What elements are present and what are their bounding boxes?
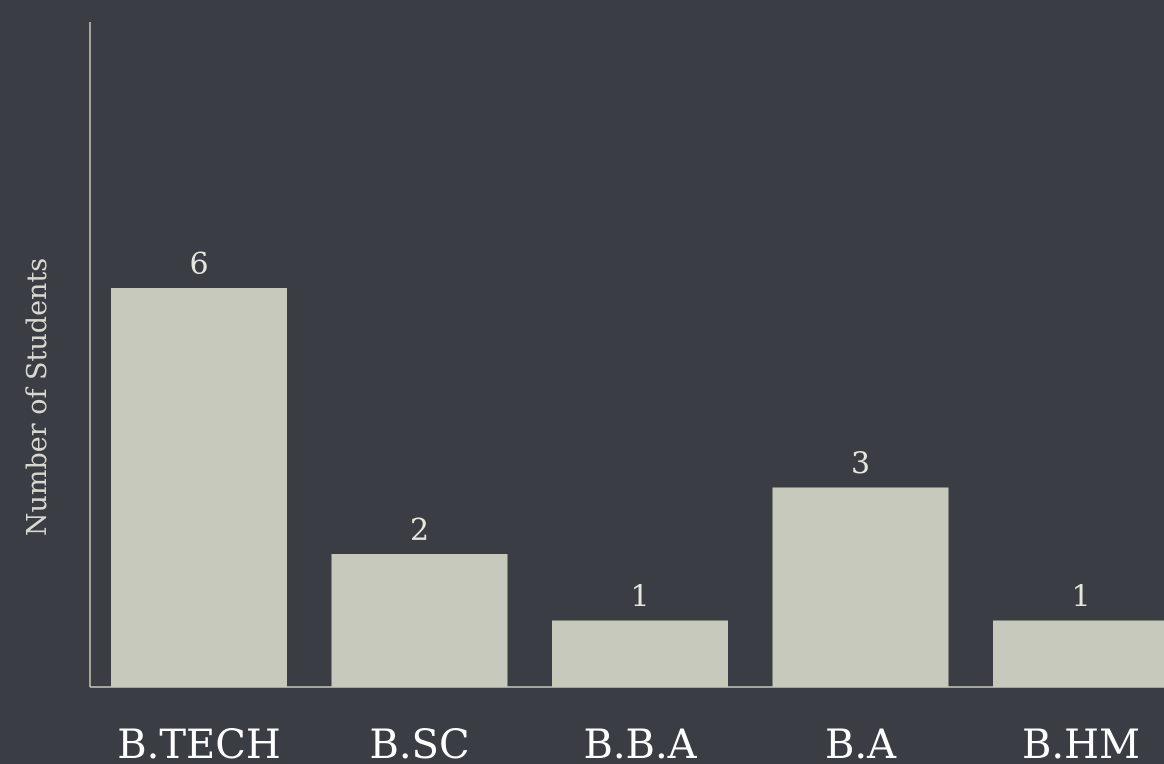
value-label-b-tech: 6 — [189, 247, 208, 282]
value-label-b-a: 3 — [851, 447, 870, 482]
value-labels-group: 6 2 1 3 1 — [189, 247, 1090, 615]
category-label-b-sc: B.SC — [369, 722, 469, 764]
category-label-b-a: B.A — [825, 722, 897, 764]
bars-group — [111, 288, 1164, 687]
category-label-b-tech: B.TECH — [117, 722, 280, 764]
bar-b-tech — [111, 288, 287, 687]
value-label-b-b-a: 1 — [630, 580, 649, 615]
bar-b-sc — [331, 554, 508, 687]
value-label-b-hm: 1 — [1071, 580, 1090, 615]
category-label-b-b-a: B.B.A — [583, 722, 697, 764]
bar-b-hm — [993, 620, 1164, 687]
category-label-b-hm: B.HM — [1022, 722, 1140, 764]
category-labels-group: B.TECH B.SC B.B.A B.A B.HM — [117, 722, 1140, 764]
bar-b-a — [772, 487, 949, 687]
value-label-b-sc: 2 — [410, 513, 429, 548]
bar-b-b-a — [552, 620, 728, 687]
y-axis-title: Number of Students — [22, 258, 53, 536]
